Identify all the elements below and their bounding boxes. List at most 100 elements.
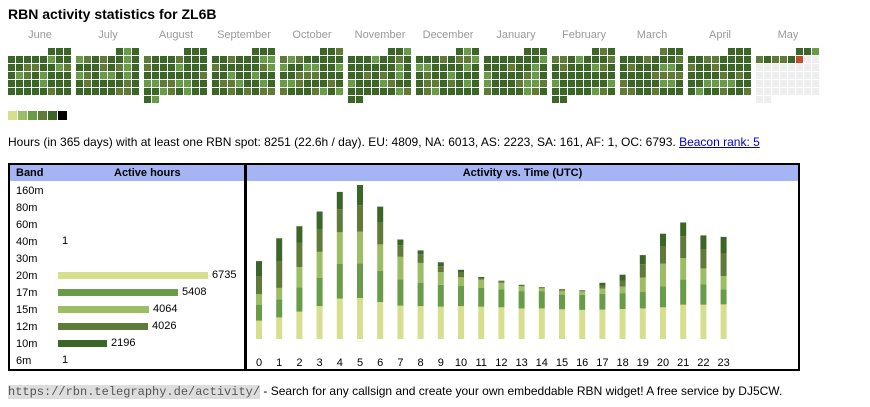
summary-text: Hours (in 365 days) with at least one RB… xyxy=(8,135,676,149)
beacon-rank-link[interactable]: Beacon rank: 5 xyxy=(679,135,760,149)
heatmap-day-cell xyxy=(388,64,395,71)
heatmap-day-cell xyxy=(484,56,491,63)
heatmap-day-cell xyxy=(720,88,727,95)
heatmap-day-cell xyxy=(364,88,371,95)
heatmap-day-cell xyxy=(756,56,763,63)
heatmap-day-cell xyxy=(108,88,115,95)
heatmap-day-cell xyxy=(396,88,403,95)
legend-swatch xyxy=(28,111,37,120)
time-bar-segment xyxy=(256,294,262,305)
heatmap-day-cell xyxy=(744,56,751,63)
heatmap-day-cell xyxy=(32,88,39,95)
heatmap-day-cell xyxy=(660,88,667,95)
heatmap-day-cell xyxy=(492,72,499,79)
band-value: 2196 xyxy=(111,337,136,349)
heatmap-day-cell xyxy=(244,88,251,95)
heatmap-day-cell xyxy=(584,80,591,87)
heatmap-day-cell xyxy=(252,80,259,87)
heatmap-day-cell xyxy=(568,80,575,87)
time-panel-title: Activity vs. Time (UTC) xyxy=(462,167,583,179)
heatmap-day-cell xyxy=(260,56,267,63)
heatmap-day-cell xyxy=(812,64,819,71)
heatmap-day-cell xyxy=(32,56,39,63)
heatmap-day-cell xyxy=(472,72,479,79)
heatmap-day-cell xyxy=(788,80,795,87)
heatmap-day-cell xyxy=(532,64,539,71)
band-row: 80m xyxy=(10,200,244,217)
heatmap-day-cell xyxy=(92,80,99,87)
heatmap-day-cell xyxy=(772,64,779,71)
heatmap-day-cell xyxy=(8,88,15,95)
heatmap-day-cell xyxy=(356,56,363,63)
time-bar-segment xyxy=(720,289,727,305)
time-bar-segment xyxy=(700,268,707,285)
heatmap-day-cell xyxy=(380,80,387,87)
heatmap-day-cell xyxy=(364,64,371,71)
heatmap-day-cell xyxy=(320,48,327,55)
hour-tick-label: 11 xyxy=(475,357,486,369)
time-bar-segment xyxy=(680,304,687,339)
heatmap-day-cell xyxy=(764,96,771,103)
heatmap-day-cell xyxy=(24,72,31,79)
heatmap-day-cell xyxy=(24,88,31,95)
heatmap-day-cell xyxy=(620,72,627,79)
heatmap-day-cell xyxy=(636,72,643,79)
heatmap-day-cell xyxy=(304,72,311,79)
band-value: 6735 xyxy=(212,269,237,281)
time-bar-segment xyxy=(256,305,262,321)
heatmap-day-cell xyxy=(508,56,515,63)
band-panel-header: Band Active hours xyxy=(10,165,244,181)
heatmap-day-cell xyxy=(492,64,499,71)
heatmap-day-cell xyxy=(712,72,719,79)
heatmap-day-cell xyxy=(552,72,559,79)
heatmap-day-cell xyxy=(592,48,599,55)
footer-url[interactable]: https://rbn.telegraphy.de/activity/ xyxy=(8,385,261,399)
heatmap-day-cell xyxy=(116,64,123,71)
heatmap-day-cell xyxy=(372,88,379,95)
heatmap-day-cell xyxy=(552,96,559,103)
time-bar-segment xyxy=(478,277,485,279)
heatmap-day-cell xyxy=(576,80,583,87)
heatmap-day-cell xyxy=(336,64,343,71)
time-bar-segment xyxy=(296,267,303,288)
heatmap-day-cell xyxy=(356,64,363,71)
heatmap-day-cell xyxy=(144,96,151,103)
hour-tick-label: 16 xyxy=(576,357,588,369)
heatmap-day-cell xyxy=(16,80,23,87)
heatmap-day-cell xyxy=(380,56,387,63)
heatmap-day-cell xyxy=(76,64,83,71)
heatmap-day-cell xyxy=(244,80,251,87)
heatmap-day-cell xyxy=(336,48,343,55)
hour-tick-label: 20 xyxy=(657,357,669,369)
heatmap-day-cell xyxy=(764,56,771,63)
band-row: 30m xyxy=(10,251,244,268)
hour-tick-label: 14 xyxy=(536,357,548,369)
heatmap-day-cell xyxy=(440,72,447,79)
heatmap-day-cell xyxy=(592,64,599,71)
heatmap-day-cell xyxy=(448,88,455,95)
heatmap-day-cell xyxy=(92,72,99,79)
heatmap-day-cell xyxy=(152,80,159,87)
heatmap-day-cell xyxy=(116,88,123,95)
heatmap-day-cell xyxy=(268,72,275,79)
heatmap-day-cell xyxy=(668,48,675,55)
heatmap-day-cell xyxy=(92,88,99,95)
month-label: May xyxy=(777,29,799,41)
heatmap-day-cell xyxy=(492,80,499,87)
time-bar-segment xyxy=(660,233,666,247)
heatmap-day-cell xyxy=(200,48,207,55)
heatmap-day-cell xyxy=(348,96,355,103)
time-bar-segment xyxy=(397,239,404,246)
time-bar-segment xyxy=(680,258,687,280)
heatmap-day-cell xyxy=(592,80,599,87)
heatmap-day-cell xyxy=(24,56,31,63)
heatmap-day-cell xyxy=(764,88,771,95)
heatmap-day-cell xyxy=(804,48,811,55)
heatmap-day-cell xyxy=(728,64,735,71)
heatmap-day-cell xyxy=(228,88,235,95)
heatmap-day-cell xyxy=(404,72,411,79)
time-bar-segment xyxy=(559,294,565,310)
heatmap-day-cell xyxy=(100,72,107,79)
heatmap-day-cell xyxy=(600,64,607,71)
heatmap-day-cell xyxy=(296,56,303,63)
